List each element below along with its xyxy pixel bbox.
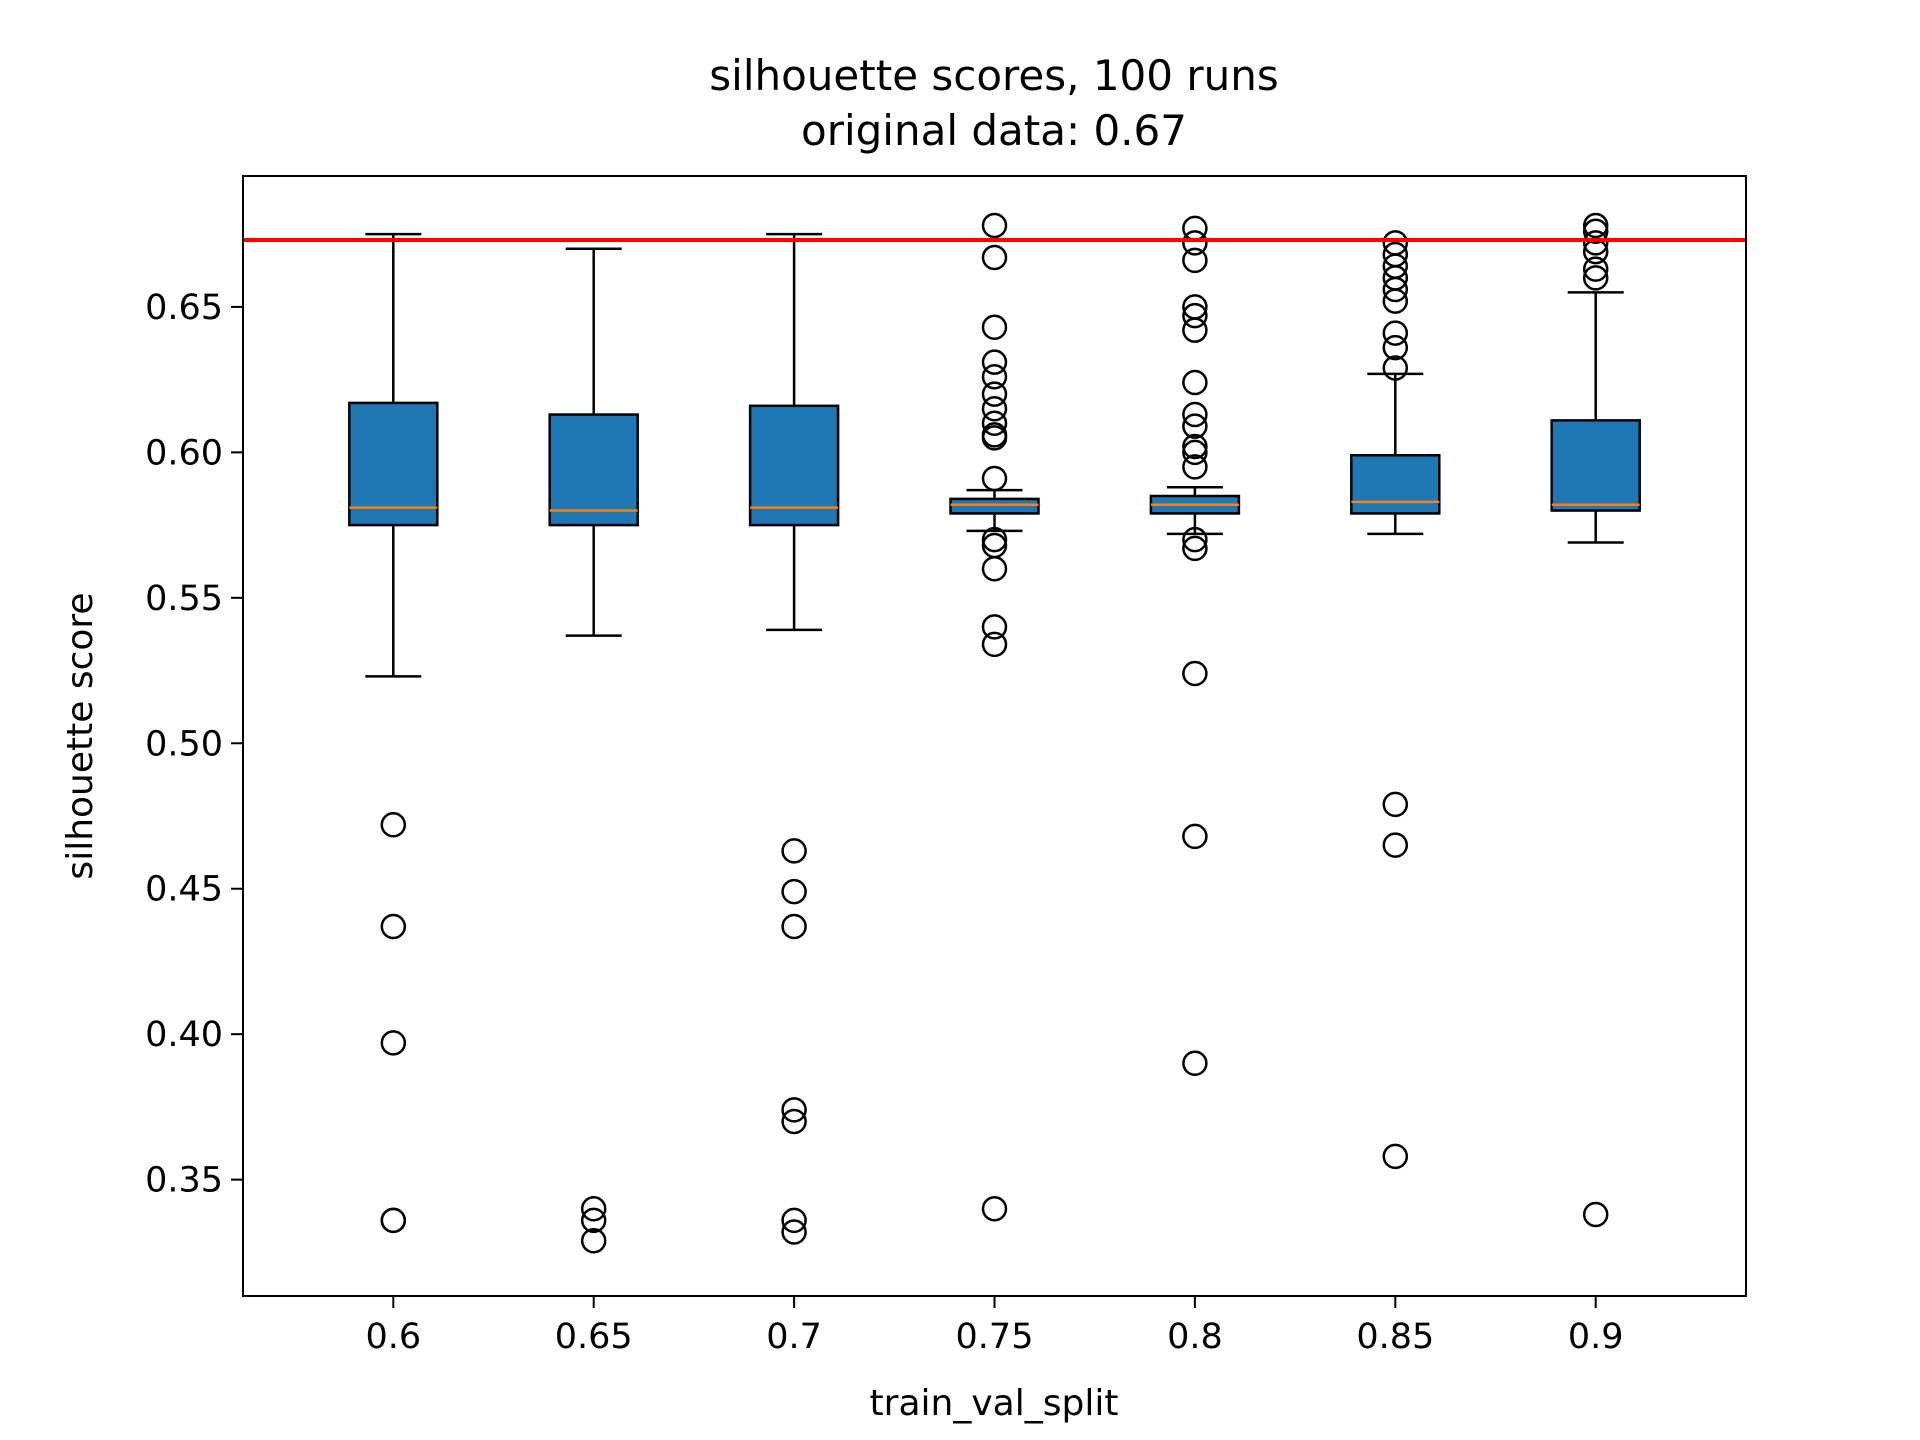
outlier-point xyxy=(1382,1143,1409,1170)
outlier-point xyxy=(981,631,1008,658)
y-tick-label: 0.60 xyxy=(145,433,223,473)
outlier-point xyxy=(1582,218,1609,245)
outlier-point xyxy=(981,465,1008,492)
outlier-point xyxy=(981,395,1008,422)
outlier-point xyxy=(1182,247,1208,274)
y-tick-label: 0.35 xyxy=(145,1161,223,1201)
outlier-point xyxy=(981,410,1008,437)
box xyxy=(1550,419,1641,512)
outlier-point xyxy=(981,381,1008,407)
x-tick-label: 0.65 xyxy=(555,1317,633,1357)
x-tick-label: 0.6 xyxy=(365,1317,421,1357)
outlier-point xyxy=(1582,256,1609,282)
y-axis-label: silhouette score xyxy=(60,592,101,879)
outlier-point xyxy=(1182,230,1208,256)
outlier-point xyxy=(380,1030,407,1056)
outlier-point xyxy=(981,314,1008,341)
outlier-point xyxy=(981,1195,1008,1222)
outlier-point xyxy=(981,425,1008,451)
box xyxy=(548,413,639,527)
outlier-point xyxy=(1582,265,1609,291)
outlier-point xyxy=(1382,791,1409,818)
outlier-point xyxy=(1382,355,1409,381)
outlier-point xyxy=(1582,230,1609,256)
outlier-point xyxy=(781,913,807,940)
outlier-point xyxy=(580,1195,607,1222)
outlier-point xyxy=(1382,320,1409,346)
chart-subtitle: original data: 0.67 xyxy=(801,106,1187,155)
outlier-point xyxy=(781,1108,807,1135)
x-tick-label: 0.9 xyxy=(1568,1317,1624,1357)
outlier-point xyxy=(1382,288,1409,314)
outlier-point xyxy=(781,1207,807,1234)
outlier-point xyxy=(380,913,407,940)
outlier-point xyxy=(981,555,1008,582)
plot-area: 0.35 0.40 0.45 0.50 0.55 0.60 0.65 0.6 0.65 0.7 0.… xyxy=(145,212,1746,1357)
outlier-point xyxy=(1182,660,1208,687)
outlier-point xyxy=(1182,401,1208,428)
outlier-point xyxy=(781,1219,807,1245)
outlier-point xyxy=(981,532,1008,559)
outlier-point xyxy=(1182,454,1208,480)
x-axis-label: train_val_split xyxy=(870,1383,1119,1424)
outlier-point xyxy=(1382,334,1409,361)
outlier-point xyxy=(1182,433,1208,460)
x-tick-label: 0.75 xyxy=(956,1317,1034,1357)
y-tick-label: 0.55 xyxy=(145,579,223,619)
outlier-point xyxy=(380,811,407,838)
outlier-point xyxy=(981,614,1008,640)
y-tick-label: 0.40 xyxy=(145,1015,223,1055)
outlier-point xyxy=(1182,1050,1208,1077)
outlier-point xyxy=(981,212,1008,239)
x-tick-label: 0.7 xyxy=(766,1317,822,1357)
y-tick-label: 0.50 xyxy=(145,724,223,764)
outlier-point xyxy=(781,878,807,905)
outlier-point xyxy=(1382,276,1409,303)
outlier-point xyxy=(1582,212,1609,239)
outlier-point xyxy=(1182,439,1208,466)
outlier-point xyxy=(580,1207,607,1234)
outlier-point xyxy=(1182,302,1208,329)
outlier-point xyxy=(981,363,1008,390)
outlier-point xyxy=(1182,413,1208,439)
outlier-point xyxy=(1182,369,1208,396)
outlier-point xyxy=(1182,526,1208,553)
outlier-point xyxy=(380,1207,407,1234)
outlier-point xyxy=(981,244,1008,271)
outlier-point xyxy=(981,526,1008,553)
box xyxy=(949,497,1040,515)
outlier-point xyxy=(1182,317,1208,343)
box xyxy=(1350,454,1441,515)
x-tick-label: 0.85 xyxy=(1356,1317,1434,1357)
outlier-point xyxy=(1582,1201,1609,1228)
y-tick-label: 0.45 xyxy=(145,870,223,910)
y-tick-label: 0.65 xyxy=(145,288,223,328)
outlier-point xyxy=(580,1227,607,1254)
outlier-point xyxy=(1382,832,1409,858)
outlier-point xyxy=(1182,823,1208,850)
box xyxy=(348,401,439,527)
outlier-point xyxy=(781,1097,807,1123)
chart-title: silhouette scores, 100 runs xyxy=(709,51,1278,100)
outlier-point xyxy=(781,838,807,864)
box xyxy=(748,404,840,527)
outlier-point xyxy=(1182,535,1208,562)
x-tick-label: 0.8 xyxy=(1167,1317,1223,1357)
outlier-point xyxy=(981,349,1008,375)
axes-frame xyxy=(242,175,1747,1297)
